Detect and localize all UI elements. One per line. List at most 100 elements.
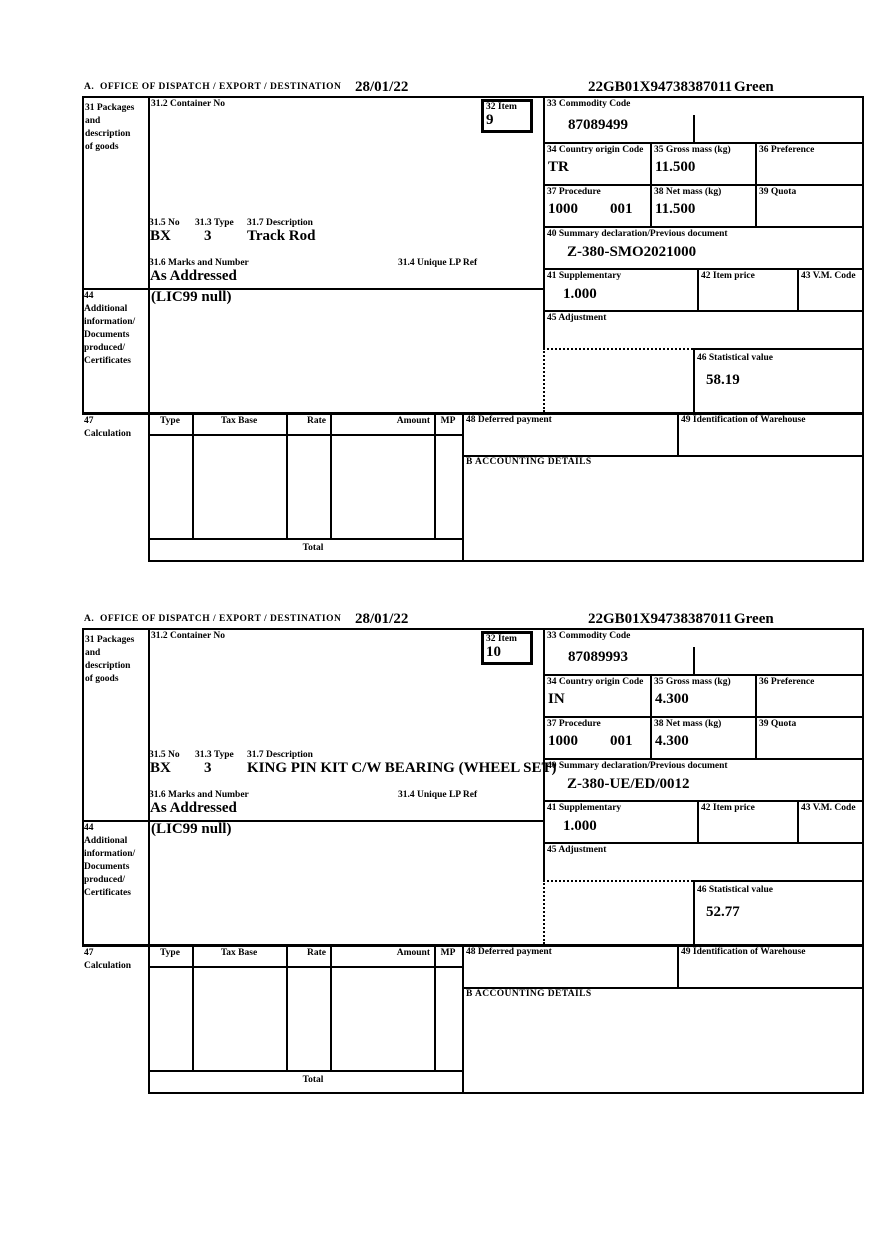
field-label-46-statistical-value: 46 Statistical value [697, 353, 773, 363]
procedure-code-value: 1000 [548, 201, 578, 217]
field-label-41-supplementary: 41 Supplementary [547, 803, 622, 813]
border-line [82, 628, 864, 630]
field-label-31-3-type: 31.3 Type [195, 218, 234, 228]
field-label-47-calculation: 47 Calculation [84, 948, 131, 971]
field-label-31-5-no: 31.5 No [149, 218, 180, 228]
calc-column-mp: MP [440, 416, 456, 426]
field-label-31-packages: 31 Packages and description of goods [85, 635, 135, 684]
field-label-41-supplementary: 41 Supplementary [547, 271, 622, 281]
field-label-34-country-origin: 34 Country origin Code [547, 145, 644, 155]
border-line [543, 800, 864, 802]
field-label-49-warehouse: 49 Identification of Warehouse [681, 947, 806, 957]
field-label-32-item: 32 Item [486, 634, 517, 644]
dotted-divider [543, 348, 693, 350]
gross-mass-value: 4.300 [655, 691, 689, 707]
package-type-value: 3 [204, 760, 212, 776]
field-label-31-6-marks: 31.6 Marks and Number [149, 258, 249, 268]
field-label-47-calculation: 47 Calculation [84, 416, 131, 439]
border-line [148, 434, 464, 436]
border-line [543, 96, 545, 350]
border-line [862, 96, 864, 562]
border-line [543, 628, 545, 882]
field-label-31-5-no: 31.5 No [149, 750, 180, 760]
calc-column-type: Type [160, 948, 180, 958]
statistical-value: 58.19 [706, 372, 740, 388]
declaration-item-block: A. OFFICE OF DISPATCH / EXPORT / DESTINA… [82, 79, 864, 562]
border-line [462, 944, 464, 1094]
marks-and-number-value: As Addressed [150, 268, 237, 284]
border-line [330, 412, 332, 538]
border-line [82, 820, 545, 822]
procedure-extra-value: 001 [610, 733, 633, 749]
previous-document-value: Z-380-UE/ED/0012 [567, 776, 690, 792]
border-line [693, 880, 864, 882]
goods-description-value: Track Rod [247, 228, 316, 244]
border-line [543, 842, 864, 844]
calc-column-mp: MP [440, 948, 456, 958]
border-line [693, 880, 695, 944]
calc-column-tax-base: Tax Base [220, 948, 258, 958]
border-line [434, 412, 436, 538]
goods-description-value: KING PIN KIT C/W BEARING (WHEEL SET) [247, 760, 557, 776]
border-line [148, 628, 150, 1094]
accounting-details-label: B ACCOUNTING DETAILS [466, 457, 592, 467]
dotted-divider [543, 348, 545, 412]
country-origin-value: TR [548, 159, 569, 175]
border-line [82, 96, 864, 98]
border-line [82, 412, 864, 415]
net-mass-value: 4.300 [655, 733, 689, 749]
field-label-31-7-description: 31.7 Description [247, 218, 313, 228]
border-line [82, 288, 545, 290]
movement-reference-number: 22GB01X94738387011 [588, 79, 733, 95]
additional-info-value: (LIC99 null) [151, 821, 232, 837]
office-of-dispatch-label: A. OFFICE OF DISPATCH / EXPORT / DESTINA… [84, 82, 342, 92]
field-label-31-packages: 31 Packages and description of goods [85, 103, 135, 152]
gross-mass-value: 11.500 [655, 159, 696, 175]
field-label-31-4-lp-ref: 31.4 Unique LP Ref [398, 790, 478, 800]
acceptance-date: 28/01/22 [355, 79, 409, 95]
calc-column-type: Type [160, 416, 180, 426]
border-line [462, 412, 464, 562]
field-label-46-statistical-value: 46 Statistical value [697, 885, 773, 895]
border-line [543, 716, 864, 718]
commodity-code-value: 87089993 [568, 649, 628, 665]
border-line [192, 944, 194, 1070]
field-label-33-commodity-code: 33 Commodity Code [547, 631, 631, 641]
border-line [82, 944, 864, 947]
border-line [543, 268, 864, 270]
border-line [693, 348, 695, 412]
field-label-44-additional-info: 44 Additional information/ Documents pro… [84, 823, 136, 898]
field-label-43-vm-code: 43 V.M. Code [801, 803, 856, 813]
border-line [82, 96, 84, 415]
package-no-value: BX [150, 760, 171, 776]
office-of-dispatch-label: A. OFFICE OF DISPATCH / EXPORT / DESTINA… [84, 614, 342, 624]
field-label-34-country-origin: 34 Country origin Code [547, 677, 644, 687]
calc-total-label: Total [302, 1075, 324, 1085]
field-label-31-3-type: 31.3 Type [195, 750, 234, 760]
field-label-39-quota: 39 Quota [759, 187, 797, 197]
field-label-43-vm-code: 43 V.M. Code [801, 271, 856, 281]
border-line [543, 758, 864, 760]
country-origin-value: IN [548, 691, 565, 707]
field-label-44-additional-info: 44 Additional information/ Documents pro… [84, 291, 136, 366]
procedure-extra-value: 001 [610, 201, 633, 217]
border-line [462, 455, 864, 457]
field-label-45-adjustment: 45 Adjustment [547, 313, 607, 323]
border-line [543, 142, 864, 144]
border-line [148, 1092, 864, 1094]
border-line [543, 674, 864, 676]
border-line [148, 538, 464, 540]
package-no-value: BX [150, 228, 171, 244]
border-line [434, 944, 436, 1070]
field-label-42-item-price: 42 Item price [701, 803, 755, 813]
border-line [543, 226, 864, 228]
border-line [543, 310, 864, 312]
border-line [677, 412, 679, 455]
border-line [650, 142, 652, 228]
field-label-48-deferred-payment: 48 Deferred payment [466, 947, 552, 957]
calc-column-rate: Rate [307, 416, 326, 426]
marks-and-number-value: As Addressed [150, 800, 237, 816]
border-line [697, 800, 699, 842]
additional-info-value: (LIC99 null) [151, 289, 232, 305]
field-label-35-gross-mass: 35 Gross mass (kg) [654, 677, 731, 687]
